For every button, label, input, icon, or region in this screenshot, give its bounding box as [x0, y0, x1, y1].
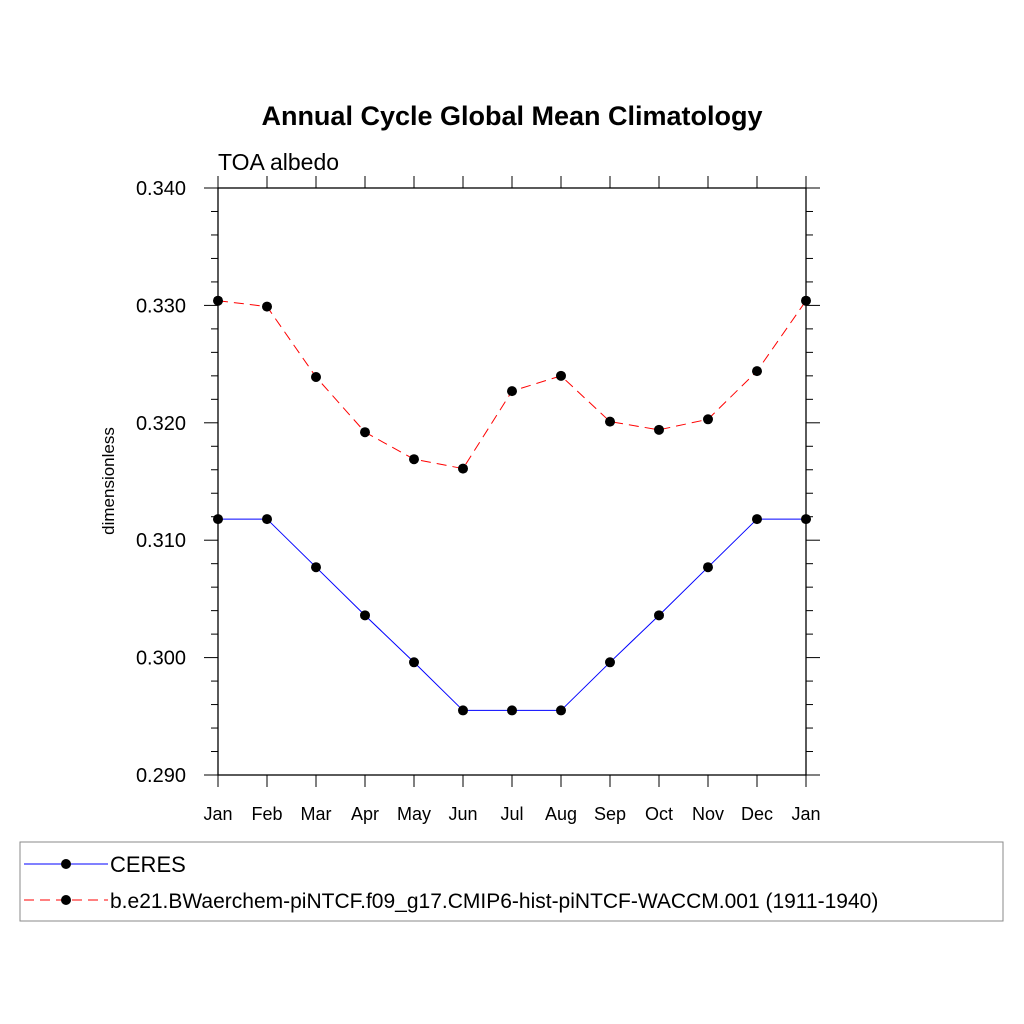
data-point — [311, 372, 321, 383]
data-point — [556, 370, 566, 381]
legend-marker-ceres — [61, 859, 71, 869]
legend-entry-model: b.e21.BWaerchem-piNTCF.f09_g17.CMIP6-his… — [24, 890, 878, 913]
x-tick-label: Mar — [301, 804, 332, 824]
series-line — [217, 300, 807, 470]
legend-label-model: b.e21.BWaerchem-piNTCF.f09_g17.CMIP6-his… — [110, 890, 878, 913]
data-point — [605, 416, 615, 427]
data-point — [311, 562, 321, 573]
x-tick-label: Jun — [448, 804, 477, 824]
series-1 — [213, 295, 811, 474]
x-tick-label: Jul — [500, 804, 523, 824]
x-tick-label: Feb — [251, 804, 282, 824]
y-tick-label: 0.340 — [136, 178, 186, 200]
data-point — [654, 424, 664, 435]
y-tick-labels: 0.290 0.300 0.310 0.320 0.330 0.340 — [136, 178, 186, 787]
x-tick-label: Apr — [351, 804, 379, 824]
y-tick-label: 0.300 — [136, 648, 186, 670]
data-point — [458, 705, 468, 716]
data-point — [360, 610, 370, 621]
data-point — [752, 514, 762, 525]
data-point — [409, 454, 419, 465]
data-point — [360, 427, 370, 438]
x-tick-label: May — [397, 804, 431, 824]
data-point — [262, 301, 272, 312]
chart-subtitle: TOA albedo — [218, 149, 339, 175]
x-tick-label: Aug — [545, 804, 577, 824]
data-point — [507, 386, 517, 397]
data-point — [801, 295, 811, 306]
data-point — [409, 657, 419, 668]
y-axis-label: dimensionless — [99, 427, 118, 535]
series-line — [218, 518, 806, 711]
y-tick-label: 0.320 — [136, 413, 186, 435]
legend-box — [19, 841, 1004, 922]
data-point — [556, 705, 566, 716]
data-point — [605, 657, 615, 668]
data-point — [654, 610, 664, 621]
x-tick-label: Oct — [645, 804, 673, 824]
data-point — [507, 705, 517, 716]
y-tick-label: 0.330 — [136, 295, 186, 317]
x-tick-label: Jan — [203, 804, 232, 824]
plot-frame — [217, 187, 807, 776]
legend-entry-ceres: CERES — [24, 852, 186, 877]
x-tick-label: Dec — [741, 804, 773, 824]
data-point — [703, 414, 713, 425]
data-point — [458, 463, 468, 474]
axis-ticks — [204, 176, 820, 787]
data-point — [752, 366, 762, 377]
series-0 — [213, 514, 811, 716]
data-point — [262, 514, 272, 525]
chart-title: Annual Cycle Global Mean Climatology — [261, 101, 762, 131]
x-tick-label: Nov — [692, 804, 724, 824]
legend-marker-model — [61, 895, 71, 905]
data-point — [703, 562, 713, 573]
x-tick-labels: Jan Feb Mar Apr May Jun Jul Aug Sep Oct Nov Dec Jan — [203, 804, 820, 824]
x-tick-label: Jan — [791, 804, 820, 824]
data-point — [801, 514, 811, 525]
y-tick-label: 0.310 — [136, 530, 186, 552]
data-point — [213, 514, 223, 525]
data-point — [213, 295, 223, 306]
legend-label-ceres: CERES — [110, 852, 186, 877]
y-tick-label: 0.290 — [136, 765, 186, 787]
series-layer — [213, 295, 811, 716]
x-tick-label: Sep — [594, 804, 626, 824]
